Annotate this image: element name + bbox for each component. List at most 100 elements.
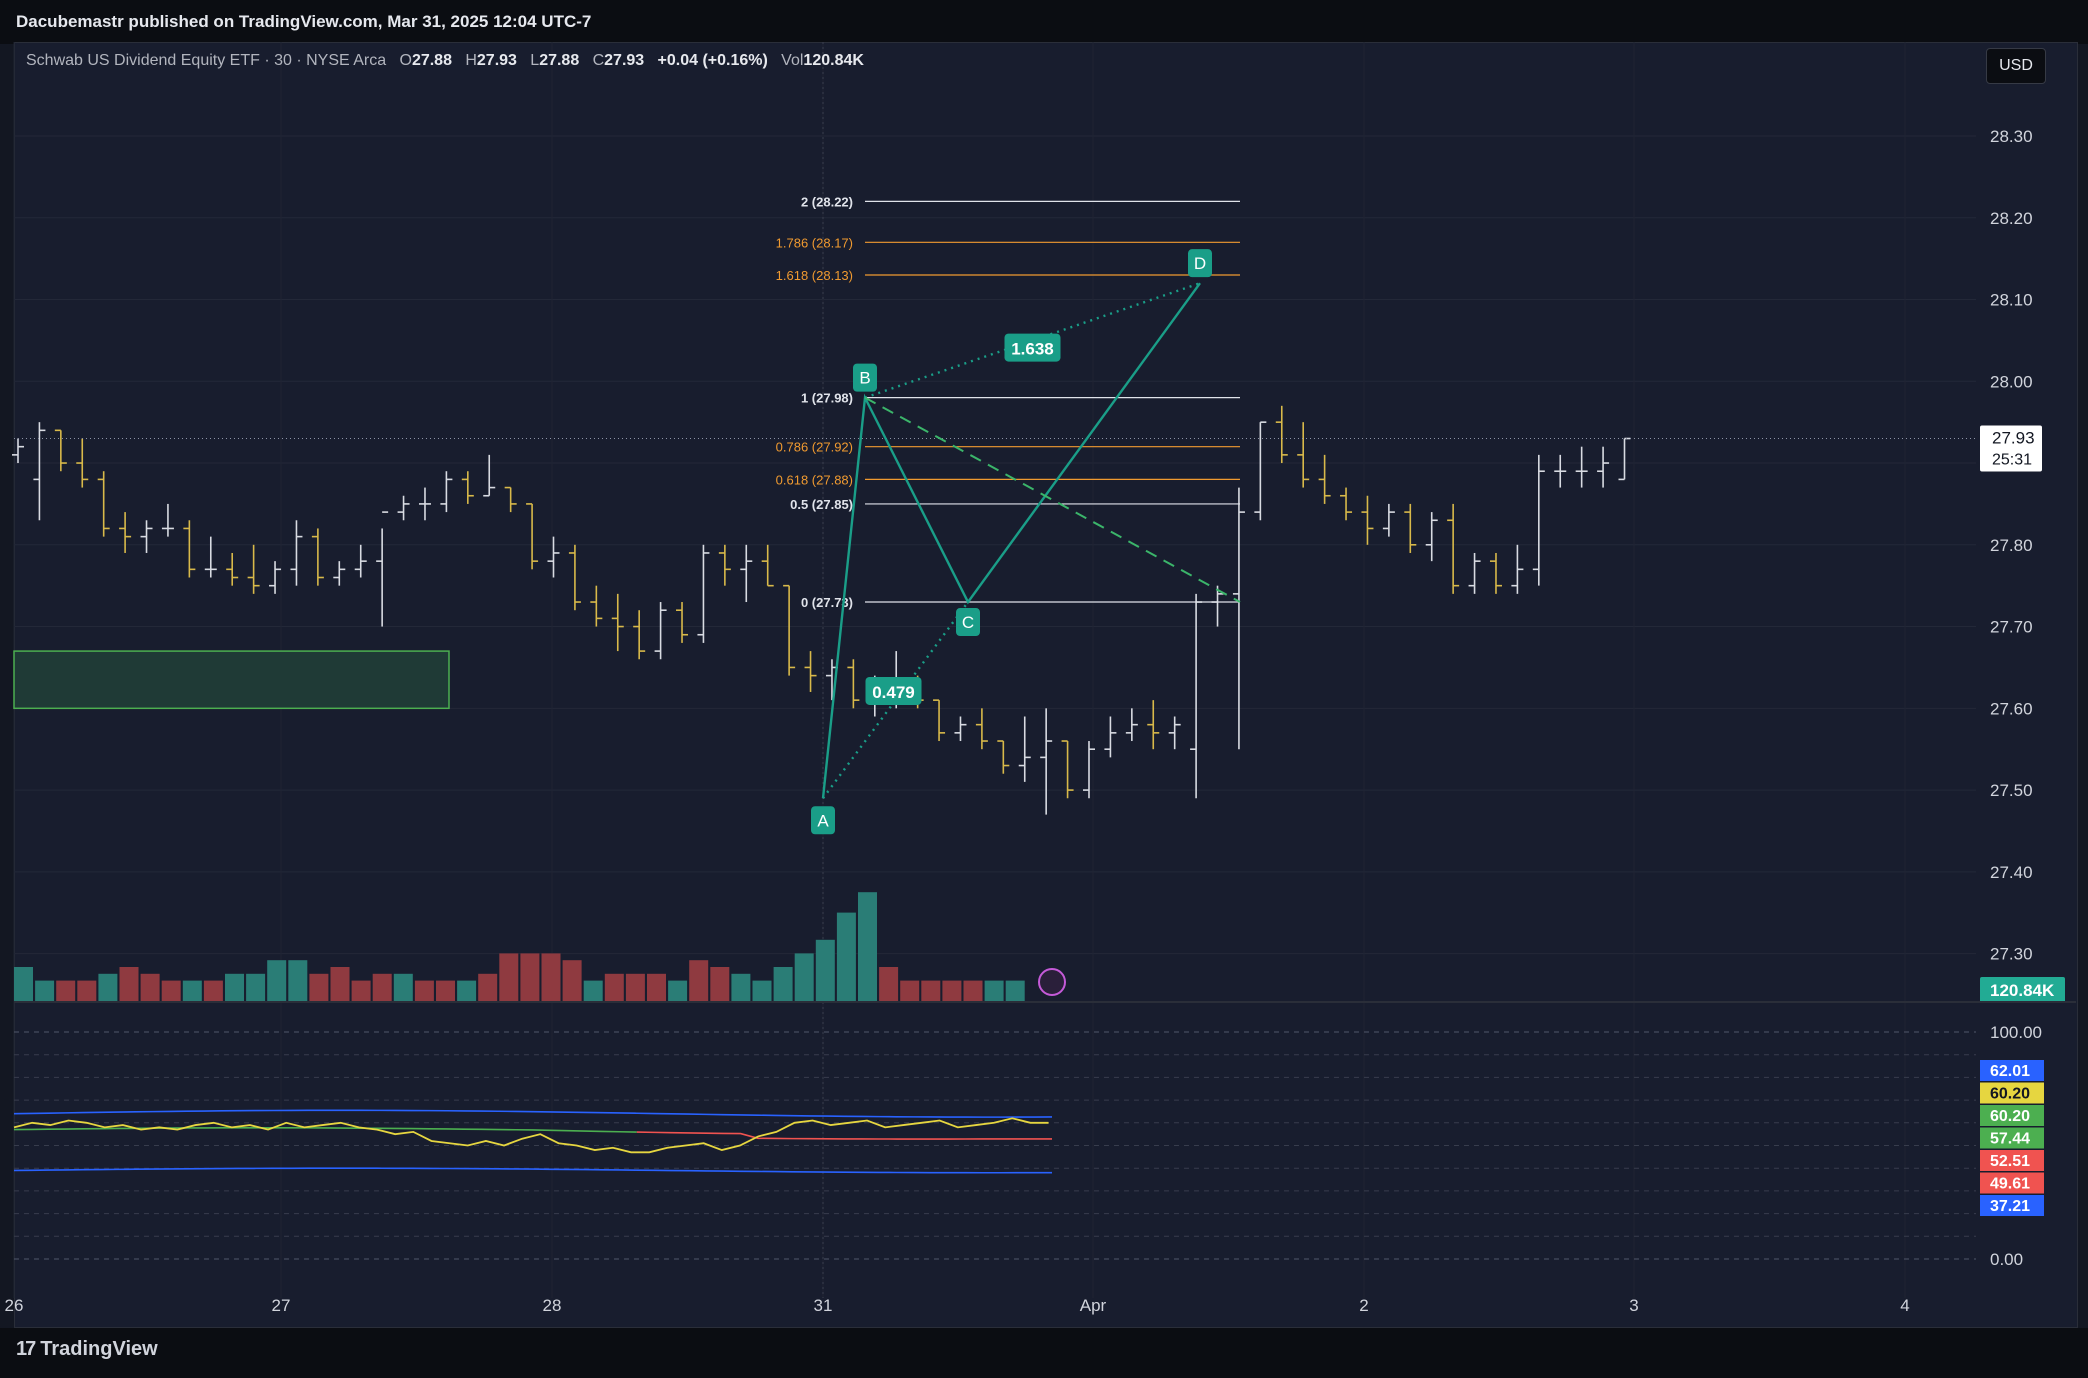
- ratio-label: 1.638: [1004, 333, 1061, 362]
- volume-bar: [119, 967, 139, 1001]
- price-bar: [1575, 446, 1588, 488]
- harmonic-point-label: B: [859, 369, 870, 388]
- last-price-tag-bg: [1980, 425, 2042, 472]
- price-tick-label: 27.80: [1990, 536, 2033, 555]
- volume-label: Vol: [781, 52, 804, 69]
- volume-tag: 120.84K: [1980, 977, 2065, 1003]
- price-bar: [1554, 454, 1567, 488]
- time-tick-label: 27: [272, 1296, 291, 1315]
- symbol-title: Schwab US Dividend Equity ETF · 30 · NYS…: [26, 52, 387, 69]
- volume-bar: [668, 980, 688, 1001]
- price-tick-label: 27.40: [1990, 863, 2033, 882]
- price-bar: [1232, 487, 1245, 750]
- brand-name: TradingView: [40, 1338, 158, 1360]
- price-bar: [161, 503, 174, 537]
- volume-bar: [436, 980, 455, 1001]
- price-bar: [1297, 422, 1310, 488]
- price-tick-label: 28.10: [1990, 291, 2033, 310]
- fib-level-label: 0.618 (27.88): [776, 472, 853, 487]
- price-bar: [1489, 552, 1502, 594]
- last-price-tag: 27.93 25:31: [1980, 425, 2042, 472]
- harmonic-point-b: B: [853, 363, 877, 392]
- volume-bar: [56, 980, 76, 1001]
- price-bar: [1125, 708, 1138, 742]
- indicator-value-tag: 62.01: [1980, 1060, 2044, 1081]
- volume-bar: [182, 980, 202, 1001]
- lower-band-line: [13, 1167, 1053, 1174]
- indicator-value-bg: [1980, 1150, 2044, 1171]
- fib-level-label: 1 (27.98): [801, 391, 853, 406]
- price-bar: [461, 471, 474, 504]
- volume-bar: [478, 973, 498, 1001]
- alert-lightning-icon: [1038, 968, 1066, 996]
- price-bar: [504, 486, 517, 513]
- price-bar: [1318, 454, 1331, 504]
- price-bar: [1083, 741, 1095, 799]
- indicator-value-bg: [1980, 1195, 2044, 1216]
- indicator-value-tag: 60.20: [1980, 1082, 2044, 1104]
- volume-tag-value: 120.84K: [1990, 981, 2055, 1000]
- volume-bar: [161, 980, 181, 1001]
- time-tick-label: 3: [1629, 1296, 1638, 1315]
- price-bar: [568, 544, 581, 611]
- price-bar: [354, 544, 367, 578]
- fib-level-label: 0 (27.73): [801, 595, 853, 610]
- fib-level-label: 0.5 (27.85): [790, 497, 853, 512]
- price-bar: [1340, 487, 1353, 521]
- indicator-value-tag: 37.21: [1980, 1195, 2044, 1216]
- currency-button[interactable]: USD: [1986, 48, 2046, 84]
- ratio-leg-ac: [822, 601, 969, 799]
- indicator-value-text: 60.20: [1990, 1108, 2030, 1125]
- fib-level-label: 2 (28.22): [801, 194, 853, 209]
- volume-bar: [77, 980, 97, 1001]
- ratio-badge: [1004, 333, 1061, 362]
- close-value: 27.93: [604, 52, 645, 69]
- volume-value: 120.84K: [803, 52, 864, 69]
- volume-bar: [773, 967, 793, 1001]
- volume-bar: [499, 953, 519, 1001]
- harmonic-pattern-legs: [821, 282, 1201, 799]
- ratio-badge: [865, 676, 922, 705]
- time-tick-label: 31: [814, 1296, 833, 1315]
- price-bar: [611, 593, 624, 652]
- high-label: H: [465, 52, 477, 69]
- tradingview-brand[interactable]: 17 TradingView: [16, 1338, 158, 1361]
- price-bar: [76, 438, 89, 488]
- price-bar: [1532, 454, 1545, 586]
- countdown-value: 25:31: [1992, 452, 2032, 469]
- price-bar: [1447, 503, 1460, 594]
- price-bar: [1061, 740, 1074, 799]
- volume-bar: [267, 960, 287, 1001]
- top-bar: Dacubemastr published on TradingView.com…: [0, 0, 2088, 44]
- volume-bar: [984, 980, 1004, 1001]
- harmonic-point-a: A: [811, 806, 835, 835]
- indicator-value-bg: [1980, 1105, 2044, 1126]
- fib-level-label: 1.786 (28.17): [776, 235, 853, 250]
- volume-bar: [541, 953, 561, 1001]
- indicator-value-text: 52.51: [1990, 1153, 2030, 1170]
- fib-level-label: 0.786 (27.92): [776, 440, 853, 455]
- price-bar: [1147, 700, 1160, 750]
- indicator-value-bg: [1980, 1082, 2044, 1104]
- harmonic-point-badge: [811, 806, 835, 835]
- volume-bar: [203, 980, 223, 1001]
- volume-bar: [351, 980, 371, 1001]
- volume-bar: [225, 973, 244, 1001]
- indicator-value-text: 49.61: [1990, 1176, 2030, 1193]
- volume-bar: [942, 980, 962, 1001]
- volume-bar: [562, 960, 582, 1001]
- low-label: L: [530, 52, 540, 69]
- price-bar: [140, 520, 153, 553]
- price-bar: [1511, 544, 1524, 594]
- price-bar: [1190, 593, 1203, 799]
- price-bar: [761, 544, 774, 587]
- volume-bar: [625, 973, 645, 1001]
- indicator-axis-label: 100.00: [1990, 1023, 2042, 1042]
- volume-bar: [98, 973, 118, 1001]
- volume-bar: [330, 967, 350, 1001]
- last-price-value: 27.93: [1992, 429, 2035, 448]
- price-bar: [526, 503, 539, 570]
- time-tick-label: Apr: [1080, 1296, 1107, 1315]
- volume-bar: [794, 953, 814, 1001]
